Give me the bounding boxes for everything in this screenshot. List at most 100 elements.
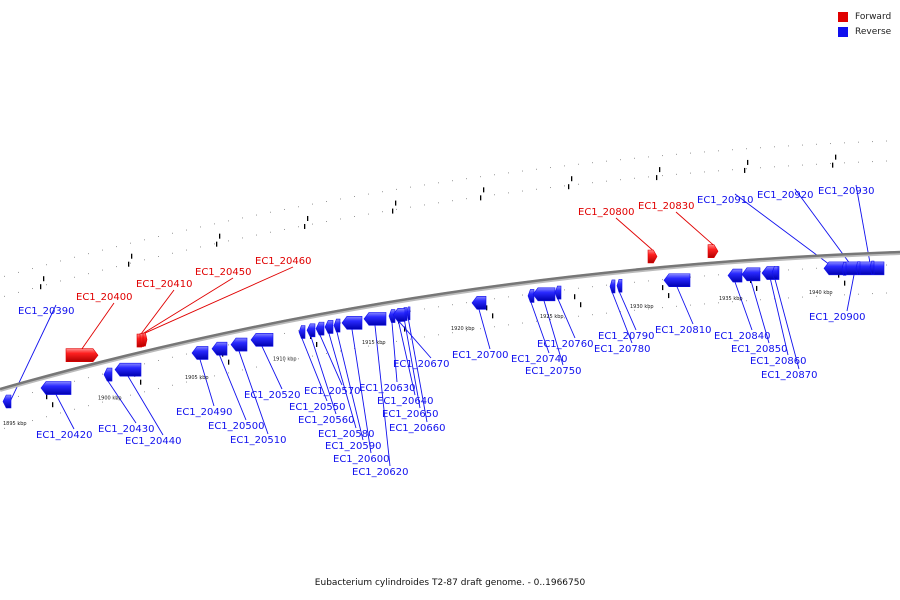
gene-label-ec1-20640[interactable]: EC1_20640 <box>377 396 433 407</box>
guide-dot <box>438 202 439 204</box>
reverse-gene-ec1-20900[interactable] <box>823 261 885 276</box>
gene-label-ec1-20560[interactable]: EC1_20560 <box>298 415 354 426</box>
guide-dot <box>60 260 61 262</box>
gene-label-ec1-20750[interactable]: EC1_20750 <box>525 366 581 377</box>
legend-item-forward: Forward <box>838 9 891 24</box>
reverse-gene-ec1-20630[interactable] <box>388 309 396 323</box>
forward-gene-ec1-20400[interactable] <box>65 348 99 363</box>
guide-dot <box>760 147 761 149</box>
gene-label-ec1-20800[interactable]: EC1_20800 <box>578 207 634 218</box>
gene-leader-line <box>750 280 770 344</box>
gene-label-ec1-20580[interactable]: EC1_20580 <box>318 429 374 440</box>
guide-dot <box>676 153 677 155</box>
guide-dot <box>88 273 89 275</box>
guide-dot <box>732 169 733 171</box>
reverse-gene-ec1-20440[interactable] <box>114 362 142 377</box>
gene-label-ec1-20500[interactable]: EC1_20500 <box>208 421 264 432</box>
reverse-gene-ec1-20740[interactable] <box>527 289 535 303</box>
gene-label-ec1-20430[interactable]: EC1_20430 <box>98 424 154 435</box>
guide-dot <box>396 208 397 210</box>
guide-dot <box>298 330 299 332</box>
gene-label-ec1-20790[interactable]: EC1_20790 <box>598 331 654 342</box>
gene-label-ec1-20570[interactable]: EC1_20570 <box>304 386 360 397</box>
gene-label-ec1-20460[interactable]: EC1_20460 <box>255 256 311 267</box>
reverse-gene-ec1-20570[interactable] <box>315 321 325 336</box>
reverse-gene-ec1-20750[interactable] <box>532 287 556 302</box>
reverse-gene-ec1-20660[interactable] <box>406 306 411 321</box>
gene-label-ec1-20490[interactable]: EC1_20490 <box>176 407 232 418</box>
reverse-gene-ec1-20810[interactable] <box>663 273 691 288</box>
forward-gene-ec1-20460[interactable] <box>142 332 148 347</box>
guide-dot <box>18 291 19 293</box>
gene-label-ec1-20810[interactable]: EC1_20810 <box>655 325 711 336</box>
gene-label-ec1-20650[interactable]: EC1_20650 <box>382 409 438 420</box>
reverse-gene-ec1-20870[interactable] <box>771 265 779 280</box>
reverse-gene-ec1-20500[interactable] <box>211 341 228 356</box>
reverse-gene-ec1-20510[interactable] <box>230 337 248 352</box>
forward-gene-ec1-20830[interactable] <box>707 244 719 259</box>
guide-dot <box>186 353 187 355</box>
gene-label-ec1-20670[interactable]: EC1_20670 <box>393 359 449 370</box>
guide-dot <box>592 162 593 164</box>
guide-dot <box>508 172 509 174</box>
gene-label-ec1-20630[interactable]: EC1_20630 <box>359 383 415 394</box>
reverse-gene-ec1-20490[interactable] <box>191 346 209 360</box>
reverse-gene-ec1-20760[interactable] <box>554 285 562 300</box>
gene-label-ec1-20910[interactable]: EC1_20910 <box>697 195 753 206</box>
reverse-gene-ec1-20910[interactable] <box>841 262 847 276</box>
gene-label-ec1-20410[interactable]: EC1_20410 <box>136 279 192 290</box>
guide-dot <box>438 334 439 336</box>
reverse-gene-ec1-20620[interactable] <box>363 312 387 326</box>
gene-label-ec1-20520[interactable]: EC1_20520 <box>244 390 300 401</box>
gene-label-ec1-20440[interactable]: EC1_20440 <box>125 436 181 447</box>
reverse-gene-ec1-20850[interactable] <box>741 267 761 282</box>
guide-dot <box>746 148 747 150</box>
reverse-gene-ec1-20780[interactable] <box>609 279 616 294</box>
reverse-gene-ec1-20430[interactable] <box>103 367 113 382</box>
gene-label-ec1-20660[interactable]: EC1_20660 <box>389 423 445 434</box>
gene-label-ec1-20620[interactable]: EC1_20620 <box>352 467 408 478</box>
gene-label-ec1-20700[interactable]: EC1_20700 <box>452 350 508 361</box>
reverse-gene-ec1-20520[interactable] <box>250 333 274 347</box>
reverse-gene-ec1-20420[interactable] <box>40 381 72 395</box>
reverse-gene-ec1-20700[interactable] <box>471 296 487 310</box>
gene-label-ec1-20390[interactable]: EC1_20390 <box>18 306 74 317</box>
gene-leader-line <box>261 346 283 390</box>
forward-gene-ec1-20800[interactable] <box>647 249 658 264</box>
gene-label-ec1-20900[interactable]: EC1_20900 <box>809 312 865 323</box>
reverse-gene-ec1-20840[interactable] <box>727 268 743 283</box>
guide-dot <box>816 295 817 297</box>
gene-label-ec1-20600[interactable]: EC1_20600 <box>333 454 389 465</box>
gene-label-ec1-20870[interactable]: EC1_20870 <box>761 370 817 381</box>
gene-label-ec1-20860[interactable]: EC1_20860 <box>750 356 806 367</box>
gene-label-ec1-20400[interactable]: EC1_20400 <box>76 292 132 303</box>
gene-label-ec1-20550[interactable]: EC1_20550 <box>289 402 345 413</box>
gene-label-ec1-20840[interactable]: EC1_20840 <box>714 331 770 342</box>
reverse-gene-ec1-20670[interactable] <box>392 308 406 322</box>
guide-dot <box>606 312 607 314</box>
reverse-gene-ec1-20550[interactable] <box>298 325 306 339</box>
gene-label-ec1-20760[interactable]: EC1_20760 <box>537 339 593 350</box>
reverse-gene-ec1-20390[interactable] <box>2 394 12 409</box>
reverse-gene-ec1-20790[interactable] <box>616 278 623 293</box>
gene-label-ec1-20450[interactable]: EC1_20450 <box>195 267 251 278</box>
reverse-gene-ec1-20580[interactable] <box>324 320 334 334</box>
gene-label-ec1-20780[interactable]: EC1_20780 <box>594 344 650 355</box>
gene-label-ec1-20510[interactable]: EC1_20510 <box>230 435 286 446</box>
reverse-gene-ec1-20930[interactable] <box>869 260 875 275</box>
gene-label-ec1-20850[interactable]: EC1_20850 <box>731 344 787 355</box>
gene-label-ec1-20420[interactable]: EC1_20420 <box>36 430 92 441</box>
scale-label: 1930 kbp <box>630 304 654 310</box>
reverse-gene-ec1-20560[interactable] <box>306 323 316 338</box>
gene-label-ec1-20830[interactable]: EC1_20830 <box>638 201 694 212</box>
reverse-gene-ec1-20600[interactable] <box>341 316 363 330</box>
gene-label-ec1-20590[interactable]: EC1_20590 <box>325 441 381 452</box>
guide-dot <box>774 146 775 148</box>
gene-label-ec1-20930[interactable]: EC1_20930 <box>818 186 874 197</box>
reverse-gene-ec1-20920[interactable] <box>855 261 861 275</box>
track-tick <box>219 233 221 239</box>
gene-label-ec1-20740[interactable]: EC1_20740 <box>511 354 567 365</box>
gene-label-ec1-20920[interactable]: EC1_20920 <box>757 190 813 201</box>
gene-leader-line <box>374 325 391 467</box>
reverse-gene-ec1-20590[interactable] <box>333 318 341 333</box>
